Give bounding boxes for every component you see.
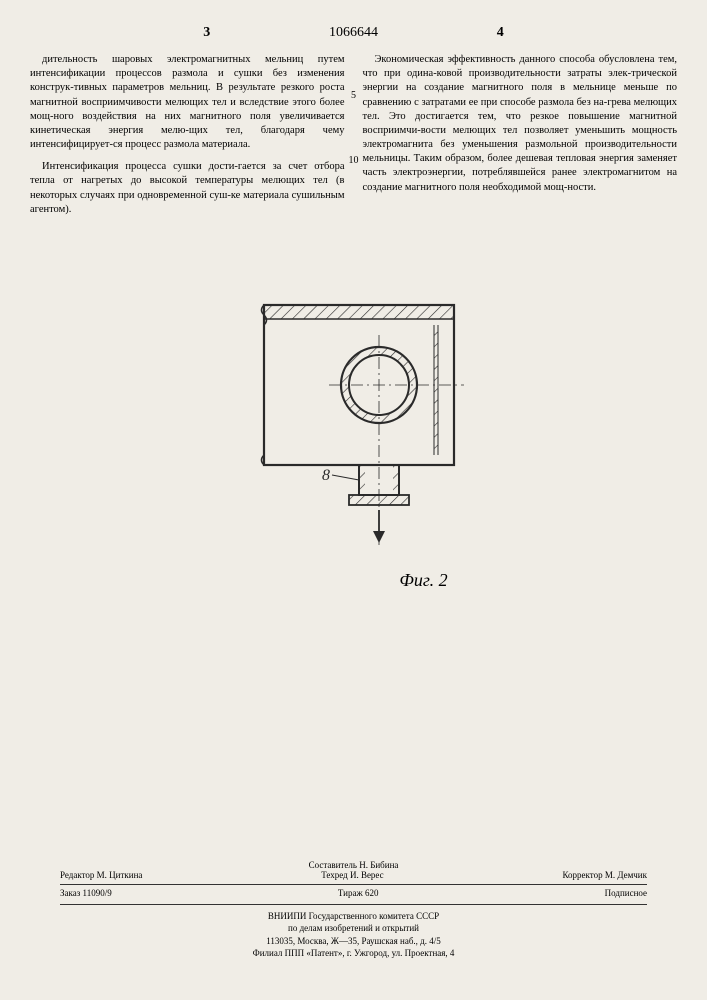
- footer-org1: ВНИИПИ Государственного комитета СССР: [60, 910, 647, 923]
- footer-subscription: Подписное: [605, 888, 647, 898]
- figure-label-8: 8: [322, 467, 330, 484]
- figure-container: 8: [0, 285, 707, 565]
- footer: Составитель Н. Бибина Редактор М. Циткин…: [0, 860, 707, 960]
- footer-addr1: 113035, Москва, Ж—35, Раушская наб., д. …: [60, 935, 647, 948]
- right-para-1: Экономическая эффективность данного спос…: [363, 53, 678, 195]
- document-number: 1066644: [329, 25, 378, 41]
- footer-composer: Составитель Н. Бибина: [60, 860, 647, 870]
- page-number-right: 4: [497, 25, 504, 41]
- line-marker-5: 5: [351, 90, 356, 101]
- left-para-1: дительность шаровых электромагнитных мел…: [30, 53, 345, 152]
- footer-addr2: Филиал ППП «Патент», г. Ужгород, ул. Про…: [60, 947, 647, 960]
- right-column: Экономическая эффективность данного спос…: [363, 53, 678, 225]
- left-para-2: Интенсификация процесса сушки дости-гает…: [30, 160, 345, 217]
- figure-2-diagram: 8: [224, 285, 484, 565]
- figure-caption: Фиг. 2: [140, 570, 707, 591]
- footer-techred: Техред И. Верес: [321, 870, 383, 880]
- page-number-left: 3: [203, 25, 210, 41]
- footer-editor: Редактор М. Циткина: [60, 870, 142, 880]
- footer-corrector: Корректор М. Демчик: [562, 870, 647, 880]
- left-column: дительность шаровых электромагнитных мел…: [30, 53, 345, 225]
- footer-tirage: Тираж 620: [338, 888, 379, 898]
- footer-order: Заказ 11090/9: [60, 888, 112, 898]
- line-marker-10: 10: [349, 155, 359, 166]
- footer-org2: по делам изобретений и открытий: [60, 922, 647, 935]
